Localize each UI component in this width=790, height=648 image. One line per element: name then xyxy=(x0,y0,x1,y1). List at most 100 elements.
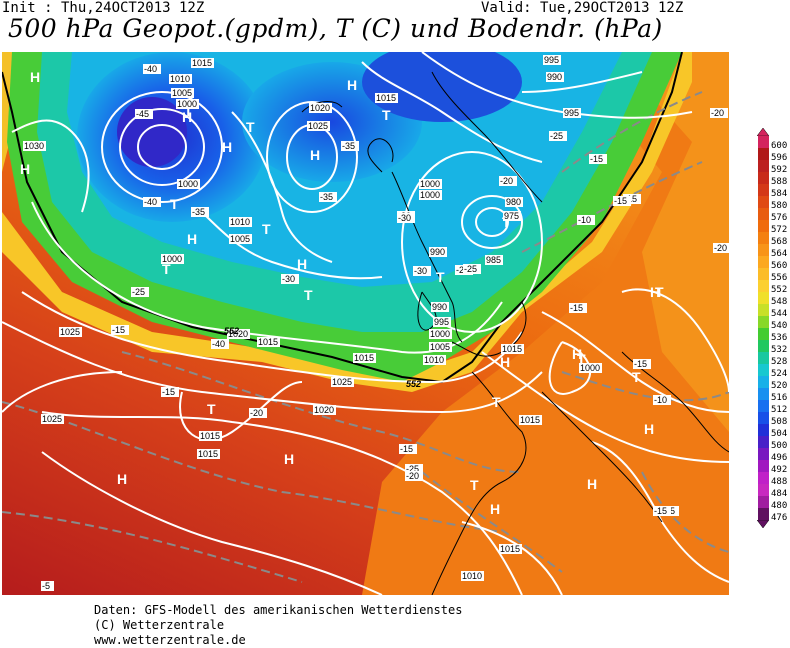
low-pressure-center: T xyxy=(502,214,511,230)
low-pressure-center: T xyxy=(382,107,391,123)
temperature-label: -20 xyxy=(499,176,517,186)
legend-label: 512 xyxy=(771,405,788,415)
legend-swatch xyxy=(758,364,769,376)
low-pressure-center: T xyxy=(262,221,271,237)
isobar-label: 995 xyxy=(563,108,581,118)
svg-text:1025: 1025 xyxy=(42,414,62,424)
legend-label: 524 xyxy=(771,369,788,379)
svg-text:1015: 1015 xyxy=(192,58,212,68)
temperature-label: -35 xyxy=(341,141,359,151)
svg-text:1010: 1010 xyxy=(230,217,250,227)
low-pressure-center: T xyxy=(655,284,664,300)
high-pressure-center: H xyxy=(222,139,232,155)
legend-label: 572 xyxy=(771,225,788,235)
temperature-label: -25 xyxy=(463,264,481,274)
low-pressure-center: T xyxy=(577,351,586,367)
legend-swatch xyxy=(758,208,769,220)
svg-text:1000: 1000 xyxy=(420,179,440,189)
high-pressure-center: H xyxy=(284,451,294,467)
legend-swatch xyxy=(758,412,769,424)
svg-text:1005: 1005 xyxy=(230,234,250,244)
temperature-label: -15 xyxy=(569,303,587,313)
svg-text:-40: -40 xyxy=(144,64,157,74)
svg-text:-30: -30 xyxy=(398,213,411,223)
footer-copyright: (C) Wetterzentrale xyxy=(94,618,225,632)
temperature-label: -25 xyxy=(549,131,567,141)
temperature-label: -10 xyxy=(577,215,595,225)
legend-label: 584 xyxy=(771,189,788,199)
temperature-label: -15 xyxy=(589,154,607,164)
contour-552-label: 552 xyxy=(224,326,239,336)
legend-swatch xyxy=(758,172,769,184)
legend-label: 532 xyxy=(771,345,788,355)
svg-text:995: 995 xyxy=(434,317,449,327)
svg-text:-25: -25 xyxy=(456,265,469,275)
svg-text:1000: 1000 xyxy=(178,179,198,189)
svg-text:990: 990 xyxy=(547,72,562,82)
high-pressure-center: H xyxy=(644,421,654,437)
svg-text:1015: 1015 xyxy=(198,449,218,459)
temperature-label: -15 xyxy=(653,506,671,516)
legend-label: 576 xyxy=(771,213,788,223)
isobar-label: 1025 xyxy=(331,377,354,387)
footer-url[interactable]: www.wetterzentrale.de xyxy=(94,633,246,647)
high-pressure-center: H xyxy=(182,109,192,125)
isobar-label: 975 xyxy=(503,211,521,221)
svg-text:-10: -10 xyxy=(578,215,591,225)
svg-text:1010: 1010 xyxy=(462,571,482,581)
isobar-label: 1000 xyxy=(161,254,184,264)
legend-swatch xyxy=(758,184,769,196)
temperature-label: -45 xyxy=(135,109,153,119)
isobar-label: 990 xyxy=(431,302,449,312)
temperature-label: -25 xyxy=(405,464,423,474)
svg-text:1010: 1010 xyxy=(170,74,190,84)
isobar-label: 1010 xyxy=(461,571,484,581)
contour-552-label: 552 xyxy=(406,379,421,389)
low-pressure-center: T xyxy=(207,401,216,417)
legend-label: 516 xyxy=(771,393,788,403)
field-orange-east xyxy=(362,52,729,595)
temperature-label: -15 xyxy=(399,444,417,454)
low-pressure-center: T xyxy=(246,119,255,135)
svg-text:990: 990 xyxy=(430,247,445,257)
legend-label: 488 xyxy=(771,477,788,487)
temperature-labels: -40-45-40-35-30-35-35-30-40-25-30-25-20-… xyxy=(41,64,729,591)
legend-label: 484 xyxy=(771,489,788,499)
svg-text:1025: 1025 xyxy=(332,377,352,387)
legend-label: 540 xyxy=(771,321,788,331)
low-pressure-center: T xyxy=(470,477,479,493)
isobar-label: 1020 xyxy=(313,405,336,415)
isobar-label: 995 xyxy=(543,55,561,65)
high-pressure-center: H xyxy=(297,256,307,272)
legend-label: 508 xyxy=(771,417,788,427)
svg-text:-45: -45 xyxy=(136,109,149,119)
isobar-labels: 1015101010051000103010001005102010251015… xyxy=(23,55,602,581)
isobar-label: 990 xyxy=(546,72,564,82)
isobar-label: 985 xyxy=(485,255,503,265)
legend-swatch xyxy=(758,304,769,316)
temperature-label: -30 xyxy=(397,213,415,223)
isobar-label: 1015 xyxy=(197,449,220,459)
legend-swatch xyxy=(758,460,769,472)
temperature-label: -20 xyxy=(713,243,729,253)
legend-label: 592 xyxy=(771,165,788,175)
legend-label: 476 xyxy=(771,513,788,523)
svg-text:-20: -20 xyxy=(714,243,727,253)
low-pressure-center: T xyxy=(304,287,313,303)
legend-swatch xyxy=(758,508,769,520)
legend-arrow-bottom xyxy=(757,520,769,528)
temperature-label: -25 xyxy=(131,287,149,297)
high-pressure-center: H xyxy=(587,476,597,492)
legend-swatch xyxy=(758,148,769,160)
svg-text:1030: 1030 xyxy=(24,141,44,151)
isobar-label: 1020 xyxy=(309,103,332,113)
legend-swatch xyxy=(758,388,769,400)
svg-text:985: 985 xyxy=(486,255,501,265)
svg-text:-20: -20 xyxy=(500,176,513,186)
legend-label: 496 xyxy=(771,453,788,463)
temperature-label: -15 xyxy=(161,387,179,397)
legend-swatch xyxy=(758,472,769,484)
svg-text:975: 975 xyxy=(504,211,519,221)
low-pressure-center: T xyxy=(170,196,179,212)
legend-swatch xyxy=(758,244,769,256)
